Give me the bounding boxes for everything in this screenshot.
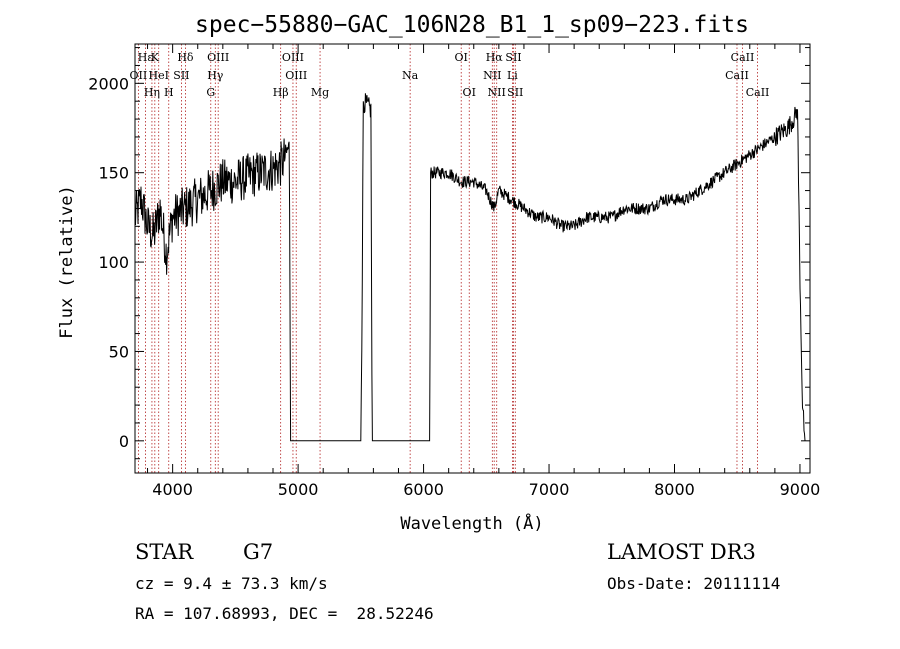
line-marker-label: SII [505, 51, 521, 64]
y-tick-label: 50 [109, 342, 129, 361]
line-marker-label: H [164, 86, 174, 99]
chart-title: spec−55880−GAC_106N28_B1_1_sp09−223.fits [195, 12, 749, 38]
line-marker-label: CaII [746, 86, 770, 99]
line-marker-label: SII [507, 86, 523, 99]
line-marker-label: CaII [731, 51, 755, 64]
spectrum-series [134, 93, 806, 442]
y-axis-label: Flux (relative) [57, 185, 77, 339]
line-marker-label: OI [463, 86, 476, 99]
line-marker-label: Hγ [207, 69, 224, 82]
line-marker-label: OIII [282, 51, 304, 64]
x-tick-label: 7000 [529, 480, 570, 499]
y-axis-ticks: 0 50 100 150 2000 [88, 47, 810, 460]
survey-name: LAMOST DR3 [607, 540, 756, 564]
y-tick-label: 2000 [88, 74, 129, 93]
line-marker-label: Li [507, 69, 518, 82]
object-class: STAR [135, 540, 194, 564]
y-tick-label: 100 [98, 253, 129, 272]
x-tick-label: 6000 [403, 480, 444, 499]
line-marker-label: Hα [486, 51, 504, 64]
line-marker-label: OI [455, 51, 468, 64]
line-marker-label: SII [173, 69, 189, 82]
line-marker-label: HeI [148, 69, 168, 82]
line-marker-label: OII [130, 69, 148, 82]
x-tick-label: 4000 [152, 480, 193, 499]
line-marker-label: Hβ [273, 86, 289, 99]
line-marker-label: K [151, 51, 160, 64]
redshift-velocity: cz = 9.4 ± 73.3 km/s [135, 574, 328, 593]
line-marker-label: Mg [311, 86, 329, 99]
x-tick-label: 9000 [780, 480, 821, 499]
line-marker-label: Hε [138, 51, 154, 64]
line-marker-label: NII [483, 69, 501, 82]
x-axis-ticks: 4000 5000 6000 7000 8000 9000 [147, 44, 821, 499]
line-marker-label: OIII [207, 51, 229, 64]
line-marker-label: Hη [144, 86, 160, 99]
object-subclass: G7 [243, 540, 274, 564]
x-tick-label: 8000 [654, 480, 695, 499]
line-marker-label: Hδ [177, 51, 194, 64]
x-axis-label: Wavelength (Å) [400, 512, 543, 534]
line-marker-label: NII [488, 86, 506, 99]
y-tick-label: 150 [98, 164, 129, 183]
spectrum-line [134, 93, 806, 442]
plot-frame [134, 43, 811, 474]
line-marker-label: OIII [285, 69, 307, 82]
line-marker-label: Na [402, 69, 419, 82]
observation-date: Obs-Date: 20111114 [607, 574, 781, 593]
y-tick-label: 0 [119, 432, 129, 451]
line-marker-label: CaII [725, 69, 749, 82]
sky-coordinates: RA = 107.68993, DEC = 28.52246 [135, 604, 434, 623]
line-marker-label: G [206, 86, 215, 99]
x-tick-label: 5000 [278, 480, 319, 499]
line-marker-lines [137, 44, 758, 473]
